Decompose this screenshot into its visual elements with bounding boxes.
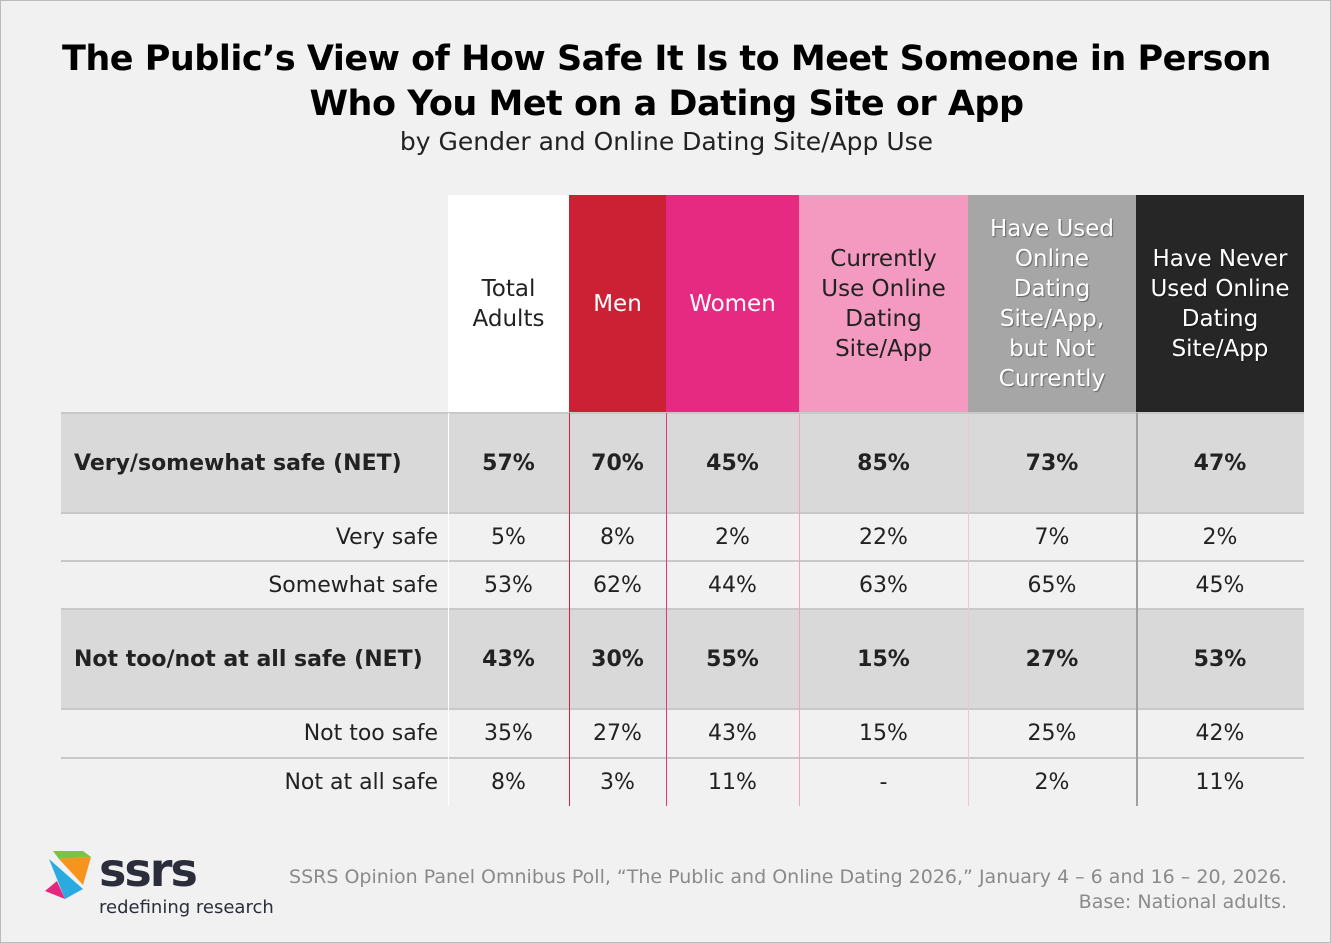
- value-cell: 70%: [591, 450, 644, 476]
- row-label: Not too safe: [303, 721, 438, 746]
- column-header-line: Have Used: [989, 216, 1115, 242]
- column-header-line: Dating: [1181, 306, 1259, 332]
- row-divider: [61, 560, 1304, 562]
- column-header-line: Currently: [998, 366, 1106, 392]
- value-cell: 63%: [859, 572, 908, 598]
- value-cell: 2%: [715, 524, 750, 550]
- value-cell: 43%: [482, 646, 535, 672]
- column-header-line: Site/App,: [999, 306, 1105, 332]
- logo-tagline: redefining research: [99, 897, 274, 918]
- ssrs-logo: ssrs redefining research: [45, 843, 274, 918]
- column-header-line: Site/App: [835, 336, 932, 362]
- value-cell: 3%: [600, 769, 635, 795]
- column-header: Currently Use Online Dating Site/App: [799, 195, 968, 413]
- value-cell: 47%: [1193, 450, 1247, 476]
- title-line-1: The Public’s View of How Safe It Is to M…: [62, 39, 1271, 79]
- column-header: Have Never Used Online Dating Site/App: [1136, 195, 1304, 413]
- column-header-line: but Not: [1009, 336, 1095, 362]
- row-divider: [61, 512, 1304, 514]
- table-row: Very/somewhat safe (NET) 57% 70% 45% 85% 73% 4…: [61, 413, 1304, 513]
- value-cell: 43%: [708, 721, 757, 746]
- column-header-line: Dating: [845, 306, 922, 332]
- value-cell: 27%: [1025, 646, 1079, 672]
- value-cell: 15%: [857, 646, 910, 672]
- column-header-line: Online: [1014, 246, 1090, 272]
- column-divider: [666, 413, 667, 806]
- value-cell: 42%: [1195, 721, 1245, 746]
- column-divider: [1136, 413, 1138, 806]
- row-divider: [61, 412, 1304, 414]
- column-header-line: Use Online: [821, 276, 946, 302]
- value-cell: 85%: [857, 450, 910, 476]
- value-cell: 27%: [593, 721, 642, 746]
- value-cell: 25%: [1027, 721, 1077, 746]
- table-row: Very safe 5% 8% 2% 22% 7% 2%: [61, 513, 1304, 561]
- value-cell: -: [879, 769, 888, 795]
- value-cell: 2%: [1202, 524, 1238, 550]
- subtitle: by Gender and Online Dating Site/App Use: [399, 127, 934, 156]
- value-cell: 22%: [859, 524, 908, 550]
- source-note: SSRS Opinion Panel Omnibus Poll, “The Pu…: [289, 865, 1287, 915]
- row-label: Somewhat safe: [268, 572, 438, 598]
- value-cell: 55%: [706, 646, 759, 672]
- table-row: Not at all safe 8% 3% 11% - 2% 11%: [61, 758, 1304, 806]
- value-cell: 44%: [708, 572, 757, 598]
- base-line: Base: National adults.: [1078, 891, 1287, 913]
- column-divider: [968, 413, 969, 806]
- value-cell: 7%: [1034, 524, 1070, 550]
- row-label: Not at all safe: [284, 769, 438, 795]
- row-label: Not too/not at all safe (NET): [74, 646, 423, 672]
- value-cell: 11%: [708, 769, 757, 795]
- column-header-line: Men: [593, 291, 642, 317]
- column-header: Have Used Online Dating Site/App, but Not Cur…: [968, 195, 1136, 413]
- column-header-line: Adults: [472, 306, 545, 332]
- column-divider: [799, 413, 800, 806]
- value-cell: 2%: [1034, 769, 1070, 795]
- value-cell: 57%: [482, 450, 535, 476]
- column-header-line: Have Never: [1152, 246, 1288, 272]
- title-line-2: Who You Met on a Dating Site or App: [309, 84, 1024, 124]
- logo-mark-icon: [45, 851, 91, 899]
- row-label: Very/somewhat safe (NET): [74, 450, 402, 476]
- column-header: Total Adults: [448, 195, 569, 413]
- logo-wordmark: ssrs: [99, 843, 198, 897]
- source-line: SSRS Opinion Panel Omnibus Poll, “The Pu…: [289, 866, 1287, 888]
- row-divider: [61, 757, 1304, 759]
- column-header-line: Dating: [1013, 276, 1091, 302]
- column-header-line: Used Online: [1150, 276, 1290, 302]
- value-cell: 73%: [1025, 450, 1079, 476]
- column-divider: [569, 413, 570, 806]
- row-divider: [61, 608, 1304, 610]
- value-cell: 35%: [484, 721, 533, 746]
- value-cell: 11%: [1195, 769, 1245, 795]
- column-header-line: Currently: [830, 246, 937, 272]
- column-divider: [448, 413, 449, 806]
- value-cell: 65%: [1027, 572, 1077, 598]
- value-cell: 30%: [591, 646, 644, 672]
- value-cell: 8%: [491, 769, 526, 795]
- value-cell: 5%: [491, 524, 526, 550]
- value-cell: 53%: [484, 572, 533, 598]
- row-label: Very safe: [335, 524, 438, 550]
- table-row: Not too safe 35% 27% 43% 15% 25% 42%: [61, 709, 1304, 758]
- value-cell: 62%: [593, 572, 642, 598]
- value-cell: 45%: [706, 450, 759, 476]
- column-header-line: Total: [481, 276, 536, 302]
- table-row: Not too/not at all safe (NET) 43% 30% 55% 15…: [61, 609, 1304, 709]
- row-divider: [61, 708, 1304, 710]
- column-header: Men: [569, 195, 666, 413]
- column-header: Women: [666, 195, 799, 413]
- value-cell: 8%: [600, 524, 635, 550]
- value-cell: 45%: [1195, 572, 1245, 598]
- column-header-line: Women: [689, 291, 776, 317]
- table-row: Somewhat safe 53% 62% 44% 63% 65% 45%: [61, 561, 1304, 609]
- value-cell: 15%: [859, 721, 908, 746]
- value-cell: 53%: [1193, 646, 1247, 672]
- column-header-line: Site/App: [1171, 336, 1269, 362]
